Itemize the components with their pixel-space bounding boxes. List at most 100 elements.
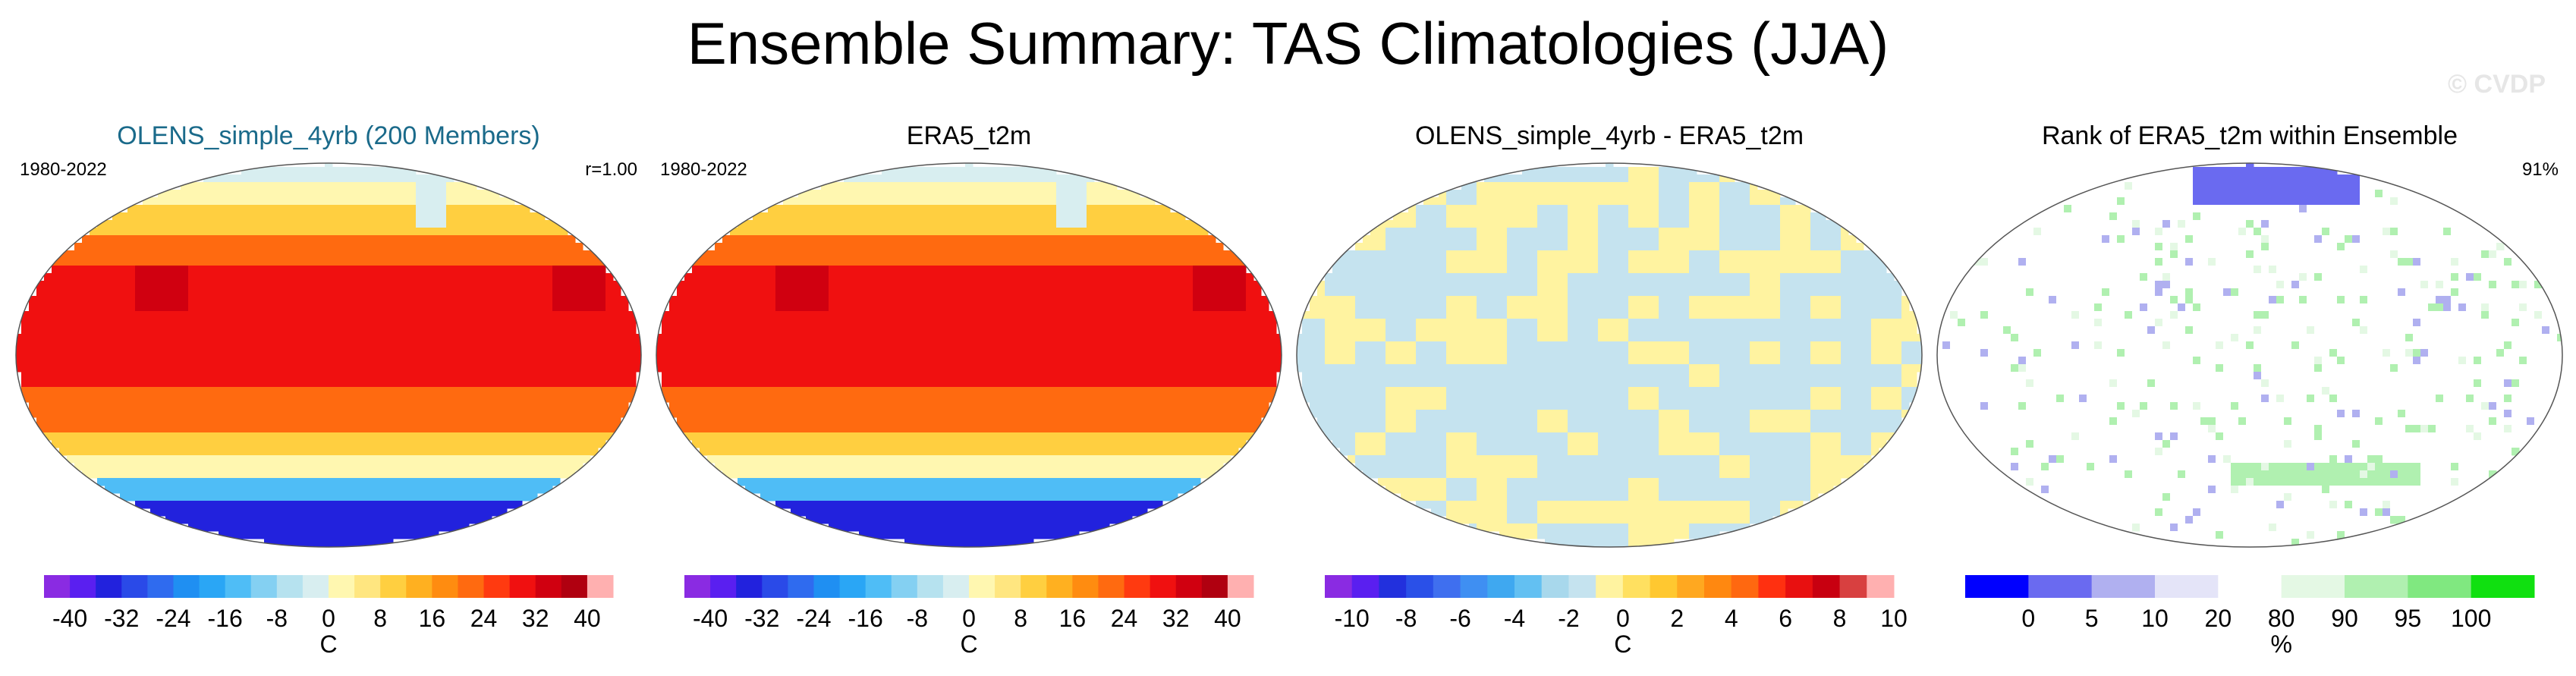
map-cell bbox=[135, 417, 143, 426]
map-cell bbox=[302, 175, 310, 183]
map-cell bbox=[446, 448, 454, 456]
map-cell bbox=[408, 228, 417, 236]
map-cell bbox=[583, 273, 591, 281]
map-cell bbox=[393, 349, 401, 357]
map-cell bbox=[385, 175, 394, 183]
map-cell bbox=[363, 372, 371, 380]
map-cell bbox=[514, 455, 523, 464]
map-cell bbox=[760, 220, 769, 228]
map-cell bbox=[753, 220, 761, 228]
map-cell bbox=[446, 432, 454, 441]
map-cell bbox=[590, 319, 599, 327]
map-cell bbox=[348, 182, 356, 190]
map-cell bbox=[605, 425, 614, 433]
map-cell bbox=[995, 167, 1004, 175]
map-cell bbox=[783, 212, 791, 221]
map-cell bbox=[446, 266, 454, 274]
map-cell bbox=[912, 303, 920, 312]
map-cell bbox=[730, 228, 738, 236]
map-cell bbox=[256, 326, 265, 335]
map-cell bbox=[1026, 197, 1034, 206]
map-cell bbox=[423, 273, 432, 281]
map-cell bbox=[783, 250, 791, 259]
map-cell bbox=[348, 243, 356, 251]
map-cell bbox=[469, 281, 477, 289]
map-cell bbox=[590, 273, 599, 281]
map-cell bbox=[158, 455, 166, 464]
map-cell bbox=[1087, 303, 1095, 312]
map-cell bbox=[173, 425, 181, 433]
map-cell bbox=[393, 220, 401, 228]
map-cell bbox=[613, 326, 621, 335]
map-cell bbox=[1011, 190, 1019, 198]
map-cell bbox=[522, 372, 530, 380]
map-cell bbox=[325, 440, 333, 448]
map-cell bbox=[575, 296, 583, 304]
map-cell bbox=[507, 463, 515, 471]
map-cell bbox=[1185, 243, 1194, 251]
map-cell bbox=[1041, 334, 1049, 342]
map-cell bbox=[1056, 341, 1065, 350]
map-cell bbox=[105, 395, 113, 403]
map-cell bbox=[446, 463, 454, 471]
map-cell bbox=[226, 311, 234, 319]
map-cell bbox=[120, 341, 128, 350]
map-cell bbox=[1162, 326, 1171, 335]
map-cell bbox=[1269, 326, 1277, 335]
map-cell bbox=[401, 311, 409, 319]
map-cell bbox=[677, 357, 685, 365]
map-cell bbox=[590, 425, 599, 433]
map-cell bbox=[935, 334, 943, 342]
map-cell bbox=[1223, 303, 1231, 312]
map-cell bbox=[882, 197, 890, 206]
map-cell bbox=[348, 190, 356, 198]
map-cell bbox=[745, 273, 753, 281]
map-cell bbox=[423, 341, 432, 350]
map-cell bbox=[568, 440, 576, 448]
map-cell bbox=[1087, 296, 1095, 304]
map-cell bbox=[112, 463, 121, 471]
map-cell bbox=[370, 228, 379, 236]
map-cell bbox=[499, 410, 508, 418]
map-cell bbox=[272, 364, 280, 373]
map-cell bbox=[988, 258, 996, 266]
map-cell bbox=[408, 182, 417, 190]
map-cell bbox=[1049, 311, 1057, 319]
map-cell bbox=[692, 357, 700, 365]
map-cell bbox=[590, 364, 599, 373]
map-cell bbox=[173, 463, 181, 471]
map-cell bbox=[112, 410, 121, 418]
map-cell bbox=[1011, 266, 1019, 274]
map-cell bbox=[188, 425, 197, 433]
map-cell bbox=[82, 311, 90, 319]
map-cell bbox=[722, 258, 731, 266]
map-cell bbox=[378, 508, 386, 517]
map-cell bbox=[408, 319, 417, 327]
map-cell bbox=[522, 326, 530, 335]
map-cell bbox=[423, 197, 432, 206]
map-cell bbox=[188, 228, 197, 236]
map-cell bbox=[378, 273, 386, 281]
map-cell bbox=[821, 205, 829, 213]
map-cell bbox=[552, 395, 561, 403]
map-cell bbox=[859, 243, 867, 251]
map-cell bbox=[1162, 296, 1171, 304]
map-cell bbox=[234, 296, 242, 304]
map-cell bbox=[219, 486, 227, 494]
map-cell bbox=[196, 524, 204, 532]
map-cell bbox=[135, 501, 143, 509]
map-cell bbox=[950, 258, 958, 266]
map-cell bbox=[378, 531, 386, 539]
map-cell bbox=[150, 326, 159, 335]
map-cell bbox=[590, 448, 599, 456]
map-cell bbox=[203, 250, 212, 259]
map-cell bbox=[67, 303, 75, 312]
map-cell bbox=[158, 364, 166, 373]
map-cell bbox=[684, 319, 693, 327]
map-cell bbox=[439, 357, 447, 365]
map-cell bbox=[1140, 303, 1148, 312]
map-cell bbox=[181, 448, 189, 456]
map-cell bbox=[545, 334, 553, 342]
map-cell bbox=[29, 319, 37, 327]
map-cell bbox=[446, 455, 454, 464]
